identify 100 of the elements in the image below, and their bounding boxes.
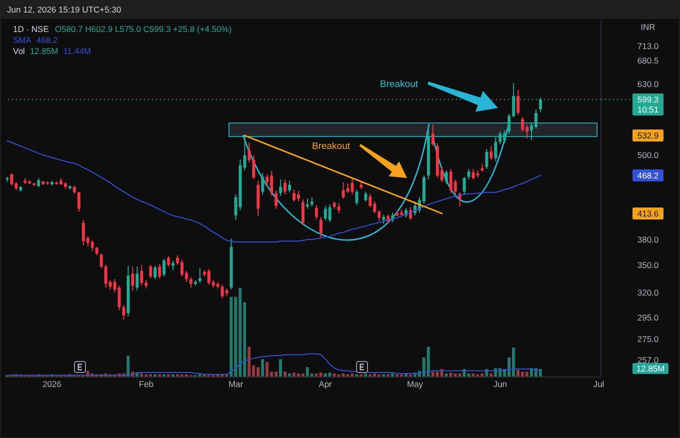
bar xyxy=(126,356,130,377)
y-tick-label: 380.0 xyxy=(637,234,659,244)
y-tick-label: 630.0 xyxy=(637,79,659,90)
candlestick xyxy=(382,214,386,224)
candlestick xyxy=(248,142,251,164)
x-tick-label: Jul xyxy=(593,379,604,390)
y-axis-title: INR xyxy=(640,22,656,33)
candlestick xyxy=(431,124,434,147)
candlestick xyxy=(521,116,524,132)
bar xyxy=(449,372,452,377)
candlestick xyxy=(136,266,139,291)
x-tick-label: 2026 xyxy=(42,379,62,390)
y-tick-label: 468.2 xyxy=(637,170,659,180)
annotation: Breakout xyxy=(380,79,418,90)
candlestick xyxy=(189,276,192,288)
candlestick xyxy=(118,285,121,311)
annotation: Breakout xyxy=(312,141,350,152)
text: 1D · NSE xyxy=(13,24,49,35)
y-tick-label: 500.0 xyxy=(637,150,659,160)
candlestick xyxy=(172,260,175,271)
candlestick xyxy=(149,264,152,279)
annotation: 11.44M xyxy=(63,46,91,57)
candlestick xyxy=(261,172,264,195)
bar xyxy=(278,359,282,377)
candlestick xyxy=(472,168,475,180)
candlestick xyxy=(485,148,488,170)
candlestick xyxy=(516,90,520,116)
candlestick xyxy=(328,204,332,223)
candlestick xyxy=(77,191,80,212)
candlestick xyxy=(337,202,340,214)
candlestick xyxy=(140,264,144,286)
y-tick-label: 680.5 xyxy=(637,55,659,66)
candlestick xyxy=(306,198,309,210)
candlestick xyxy=(301,198,304,226)
candlestick xyxy=(252,154,256,180)
candlestick xyxy=(490,146,493,161)
candlestick xyxy=(198,268,202,284)
candlestick xyxy=(167,256,170,268)
x-tick-label: Apr xyxy=(318,379,332,390)
bar xyxy=(283,372,286,377)
candlestick xyxy=(100,253,103,269)
bar xyxy=(266,362,269,377)
candlestick xyxy=(90,240,94,252)
candlestick xyxy=(368,193,372,208)
y-tick-label: 599.3 xyxy=(637,94,659,104)
text: O580.7 H602.9 L575.0 C599.3 +25.8 (+4.50%) xyxy=(54,24,232,35)
candlestick xyxy=(364,191,368,202)
candlestick xyxy=(508,113,511,134)
candlestick xyxy=(498,130,502,145)
y-tick-label: 713.0 xyxy=(637,41,659,52)
candlestick xyxy=(162,258,166,277)
bar xyxy=(328,372,332,377)
text: SMA xyxy=(13,35,32,46)
candlestick xyxy=(256,180,260,217)
candlestick xyxy=(296,190,300,202)
candlestick xyxy=(350,178,354,195)
candlestick xyxy=(462,176,466,195)
candlestick xyxy=(378,210,381,222)
candlestick xyxy=(444,170,448,185)
y-tick-label: 350.0 xyxy=(637,260,659,270)
y-tick-label: 532.9 xyxy=(637,130,659,141)
bar xyxy=(261,359,264,377)
text: Jun 12, 2026 15:19 UTC+5:30 xyxy=(7,4,122,14)
candlestick xyxy=(292,189,296,202)
candlestick xyxy=(319,216,322,238)
candlestick xyxy=(494,136,498,162)
bar xyxy=(426,346,430,377)
candlestick xyxy=(310,196,314,208)
candlestick xyxy=(279,178,282,196)
bar xyxy=(319,372,322,377)
candlestick xyxy=(284,178,287,195)
bar xyxy=(230,296,233,377)
x-tick-label: Mar xyxy=(228,379,244,390)
text: Vol xyxy=(13,46,25,57)
candlestick xyxy=(131,266,134,291)
text: 12.85M xyxy=(30,46,58,56)
bar xyxy=(248,346,251,377)
candlestick xyxy=(122,304,126,320)
y-tick-label: 320.0 xyxy=(637,287,659,298)
candlestick xyxy=(10,173,14,186)
candlestick xyxy=(274,190,278,210)
x-tick-label: Jun xyxy=(493,379,508,390)
candlestick xyxy=(158,263,162,279)
text: 12.85M xyxy=(636,363,665,374)
candlestick xyxy=(409,206,412,220)
candlestick xyxy=(314,204,318,220)
y-tick-label: 257.0 xyxy=(637,354,659,365)
candlestick xyxy=(467,168,470,180)
annotation: 468.2 xyxy=(36,35,58,46)
line-series xyxy=(6,140,542,242)
candlestick xyxy=(288,180,292,193)
y-tick-label: 413.6 xyxy=(637,208,659,218)
bar xyxy=(525,372,528,377)
candlestick xyxy=(154,265,157,280)
y-tick-label: 275.0 xyxy=(637,334,659,344)
x-tick-label: May xyxy=(407,379,424,390)
y-tick-label: 295.0 xyxy=(637,312,659,322)
candlestick xyxy=(355,189,358,206)
text: 10:51 xyxy=(637,104,659,114)
x-tick-label: Feb xyxy=(138,379,154,390)
